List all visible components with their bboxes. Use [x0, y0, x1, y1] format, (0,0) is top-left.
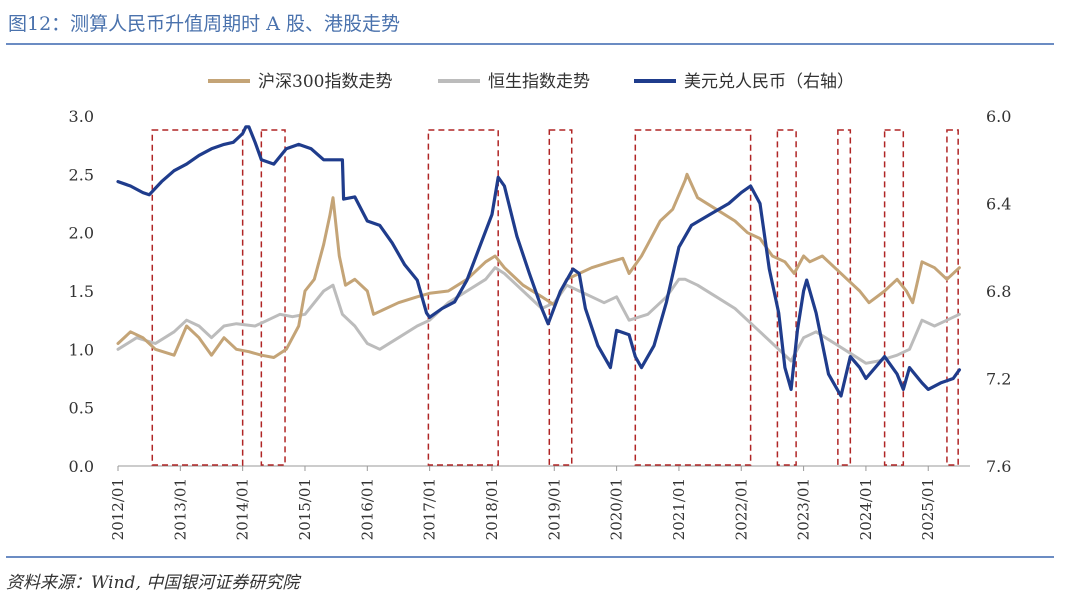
- appreciation-period-box: [946, 129, 959, 466]
- x-tick-label: 2012/01: [109, 478, 127, 540]
- x-tick-label: 2018/01: [483, 478, 501, 540]
- title-divider: [6, 43, 1054, 45]
- x-tick-label: 2024/01: [857, 478, 875, 540]
- y-right-tick-label: 7.2: [986, 370, 1011, 389]
- y-left-tick-label: 2.0: [69, 224, 94, 243]
- source-note: 资料来源：Wind, 中国银河证券研究院: [6, 573, 300, 593]
- legend-label-hsi: 恒生指数走势: [488, 72, 590, 92]
- y-left-tick-label: 1.0: [69, 340, 94, 359]
- legend-label-hs300: 沪深300指数走势: [258, 72, 392, 92]
- x-tick-label: 2022/01: [732, 478, 750, 540]
- y-left-tick-label: 0.0: [69, 457, 94, 476]
- figure-title: 图12：测算人民币升值周期时 A 股、港股走势: [8, 13, 400, 35]
- x-tick-label: 2025/01: [919, 478, 937, 540]
- appreciation-period-box: [260, 129, 286, 466]
- x-tick-label: 2016/01: [358, 478, 376, 540]
- appreciation-period-box: [776, 129, 797, 466]
- appreciation-period-box: [634, 129, 752, 466]
- x-tick-label: 2013/01: [171, 478, 189, 540]
- appreciation-period-box: [837, 129, 852, 466]
- appreciation-period-box: [883, 129, 905, 466]
- x-tick-label: 2021/01: [670, 478, 688, 540]
- series-line-hs300: [116, 172, 961, 359]
- y-right-tick-label: 6.8: [986, 282, 1011, 301]
- x-tick-label: 2017/01: [421, 478, 439, 540]
- x-tick-label: 2020/01: [608, 478, 626, 540]
- x-tick-label: 2015/01: [296, 478, 314, 540]
- y-right-tick-label: 6.4: [986, 195, 1011, 214]
- footer-divider: [6, 556, 1054, 558]
- y-left-tick-label: 2.5: [69, 165, 94, 184]
- y-left-tick-label: 3.0: [69, 107, 94, 126]
- legend-label-usdcny: 美元兑人民币（右轴）: [684, 72, 854, 92]
- appreciation-period-box: [548, 129, 573, 466]
- appreciation-period-box: [427, 129, 499, 466]
- y-right-tick-label: 7.6: [986, 457, 1011, 476]
- line-chart: 沪深300指数走势 恒生指数走势 美元兑人民币（右轴） 0.0 0.5 1.0 1.5 2.0…: [69, 72, 1012, 540]
- series-line-usdcny: [116, 125, 961, 398]
- x-tick-label: 2014/01: [234, 478, 252, 540]
- y-left-tick-label: 1.5: [69, 282, 94, 301]
- x-tick-label: 2023/01: [795, 478, 813, 540]
- series-line-hsi: [116, 266, 961, 365]
- y-right-tick-label: 6.0: [986, 107, 1011, 126]
- x-tick-label: 2019/01: [545, 478, 563, 540]
- y-left-tick-label: 0.5: [69, 399, 94, 418]
- appreciation-period-box: [151, 129, 244, 466]
